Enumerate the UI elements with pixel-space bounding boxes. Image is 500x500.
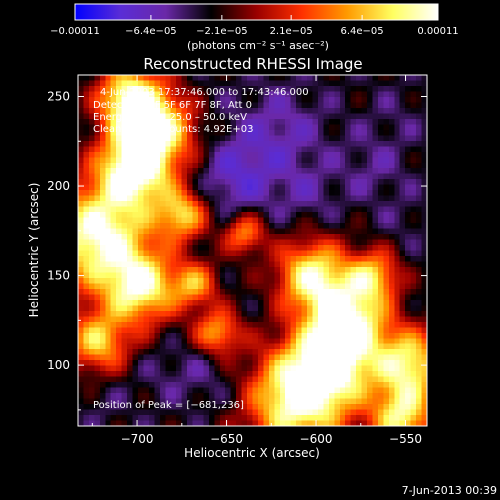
colorbar-tick-label: 6.4e−05 <box>341 26 384 37</box>
x-axis-ticks: −700 −650 −600 −550 <box>91 75 422 446</box>
colorbar-unit-label: (photons cm⁻² s⁻¹ asec⁻²) <box>187 39 329 52</box>
y-tick-label: 150 <box>47 269 70 283</box>
x-tick-label: −700 <box>121 432 154 446</box>
x-axis-label: Heliocentric X (arcsec) <box>184 446 320 460</box>
y-tick-label: 250 <box>47 89 70 103</box>
x-tick-label: −600 <box>300 432 333 446</box>
annotation-time-range: 4‑Jun‑2003 17:37:46.000 to 17:43:46.000 <box>100 87 309 98</box>
colorbar-tick-label: −2.1e−05 <box>196 26 248 37</box>
x-tick-label: −550 <box>389 432 422 446</box>
chart-title: Reconstructed RHESSI Image <box>143 55 362 73</box>
y-tick-label: 100 <box>47 358 70 372</box>
annotation-clean-total-counts: Clean Total counts: 4.92E+03 <box>93 124 253 135</box>
annotation-detectors: Detectors: 3F 5F 6F 7F 8F, Att 0 <box>93 100 252 111</box>
heatmap-area <box>78 75 427 426</box>
colorbar-tick-label: −0.00011 <box>50 26 100 37</box>
x-tick-label: −650 <box>210 432 243 446</box>
y-tick-label: 200 <box>47 179 70 193</box>
colorbar-tick-label: −6.4e−05 <box>125 26 177 37</box>
annotation-energy-range: Energy Range: 25.0 – 50.0 keV <box>93 112 247 123</box>
footer-date: 7‑Jun‑2013 00:39 <box>402 484 497 497</box>
heatmap-image <box>78 75 427 426</box>
plot-frame <box>77 74 428 427</box>
colorbar-ticks: −0.00011 −6.4e−05 −2.1e−05 2.1e−05 6.4e−05 0.… <box>50 15 459 37</box>
y-axis-label: Heliocentric Y (arcsec) <box>27 183 41 318</box>
annotation-peak-position: Position of Peak = [−681,236] <box>93 400 244 411</box>
colorbar-tick-label: 0.00011 <box>417 26 458 37</box>
y-axis-ticks: 100 150 200 250 <box>47 89 427 411</box>
colorbar-tick-label: 2.1e−05 <box>270 26 313 37</box>
colorbar <box>74 3 439 21</box>
